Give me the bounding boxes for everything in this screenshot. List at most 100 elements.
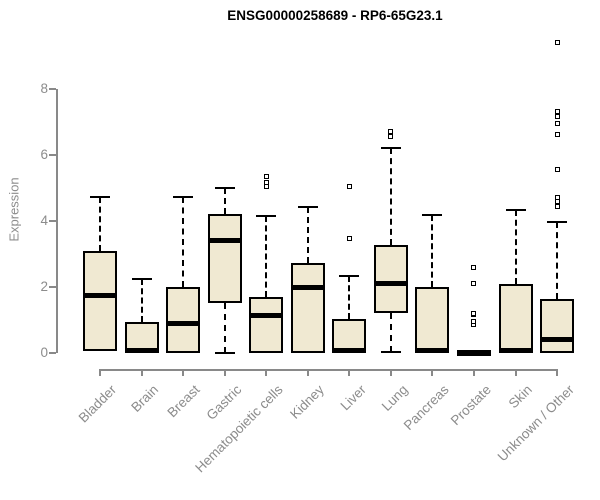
x-category-label: Liver	[337, 382, 369, 414]
outlier-point	[388, 129, 394, 135]
x-axis-tick	[182, 369, 185, 376]
x-axis-tick	[472, 369, 475, 376]
upper-whisker	[306, 206, 309, 263]
box	[498, 283, 533, 353]
x-axis-tick	[389, 369, 392, 376]
median-line	[540, 337, 575, 343]
upper-whisker	[514, 209, 517, 284]
outlier-point	[471, 319, 477, 325]
x-axis-tick	[265, 369, 268, 376]
x-category-label: Gastric	[203, 382, 245, 423]
outlier-point	[263, 180, 269, 186]
y-axis-tick	[49, 285, 56, 288]
y-tick-label: 0	[40, 345, 48, 360]
outlier-point	[346, 236, 352, 242]
upper-whisker-cap	[214, 186, 235, 189]
x-axis-tick	[431, 369, 434, 376]
median-line	[207, 238, 242, 244]
outlier-point	[346, 183, 352, 189]
outlier-point	[471, 281, 477, 287]
upper-whisker	[182, 197, 185, 287]
lower-whisker-cap	[214, 352, 235, 354]
upper-whisker	[265, 215, 268, 297]
outlier-point	[554, 194, 560, 200]
median-line	[83, 292, 117, 298]
outlier-point	[554, 199, 560, 205]
x-axis-tick	[223, 369, 226, 376]
box	[540, 299, 575, 353]
lower-whisker-cap	[380, 351, 401, 353]
upper-whisker	[140, 278, 143, 322]
lower-whisker	[223, 303, 226, 353]
y-axis-tick	[49, 352, 56, 354]
outlier-point	[554, 204, 560, 210]
outlier-point	[554, 109, 560, 115]
x-category-label: Prostate	[447, 382, 494, 429]
upper-whisker-cap	[339, 274, 360, 277]
x-category-label: Pancreas	[401, 382, 453, 433]
median-line	[166, 321, 201, 327]
outlier-point	[554, 167, 560, 173]
upper-whisker-cap	[547, 221, 568, 224]
outlier-point	[388, 134, 394, 140]
median-line	[498, 348, 533, 354]
x-axis-tick	[348, 369, 351, 376]
outlier-point	[554, 40, 560, 46]
median-line	[456, 349, 491, 355]
outlier-point	[263, 174, 269, 180]
upper-whisker-cap	[297, 205, 318, 208]
x-axis-tick	[99, 369, 101, 376]
box	[166, 286, 201, 353]
upper-whisker-cap	[131, 277, 152, 280]
outlier-point	[471, 264, 477, 270]
box	[83, 250, 117, 352]
x-category-label: Lung	[378, 382, 411, 414]
y-tick-label: 4	[40, 212, 48, 228]
box	[290, 262, 325, 353]
x-category-label: Breast	[164, 382, 203, 421]
y-tick-label: 6	[40, 146, 48, 162]
upper-whisker-cap	[90, 195, 110, 198]
x-category-label: Unknown / Other	[494, 382, 577, 465]
x-category-label: Kidney	[287, 382, 328, 422]
x-category-label: Bladder	[76, 382, 120, 426]
upper-whisker-cap	[422, 213, 443, 216]
upper-whisker	[348, 275, 351, 319]
upper-whisker-cap	[505, 208, 526, 211]
upper-whisker	[223, 187, 226, 214]
y-axis-line	[56, 88, 58, 353]
x-axis-line	[100, 369, 558, 371]
x-category-label: Brain	[128, 382, 162, 415]
x-axis-tick	[140, 369, 143, 376]
y-tick-label: 2	[40, 278, 48, 294]
x-axis-tick	[514, 369, 517, 376]
outlier-point	[554, 132, 560, 138]
y-tick-label: 8	[40, 80, 48, 96]
median-line	[415, 348, 450, 354]
box	[124, 321, 159, 353]
median-line	[249, 313, 284, 319]
lower-whisker	[389, 313, 392, 352]
upper-whisker	[431, 214, 434, 287]
outlier-point	[554, 120, 560, 126]
upper-whisker-cap	[173, 196, 194, 198]
upper-whisker	[99, 196, 101, 251]
median-line	[124, 348, 159, 354]
outlier-point	[554, 114, 560, 120]
outlier-point	[471, 310, 477, 316]
x-axis-tick	[556, 369, 559, 376]
x-axis-tick	[306, 369, 309, 376]
x-category-label: Skin	[505, 382, 536, 412]
upper-whisker-cap	[380, 147, 401, 150]
y-axis-tick	[49, 87, 56, 90]
box	[207, 213, 242, 304]
y-axis-tick	[49, 153, 56, 156]
y-axis-tick	[49, 219, 56, 222]
median-line	[373, 281, 408, 287]
upper-whisker	[556, 222, 559, 300]
box	[373, 244, 408, 314]
chart-title: ENSG00000258689 - RP6-65G23.1	[227, 8, 443, 23]
median-line	[290, 285, 325, 291]
upper-whisker	[389, 148, 392, 245]
